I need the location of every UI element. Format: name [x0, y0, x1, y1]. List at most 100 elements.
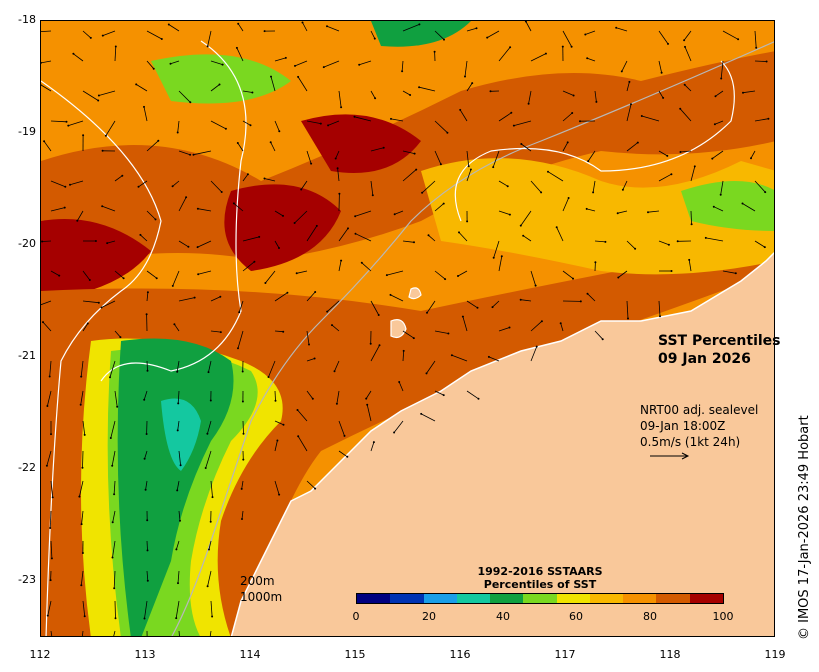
current-arrow — [338, 228, 349, 242]
x-tick-label: 112 — [29, 648, 51, 661]
current-arrow — [498, 47, 511, 62]
current-arrow-head — [211, 615, 214, 618]
current-arrow — [647, 210, 660, 213]
current-arrow-head — [519, 224, 522, 227]
current-arrow — [76, 210, 84, 222]
current-arrow — [177, 120, 180, 133]
current-arrow — [294, 60, 308, 67]
current-arrow — [421, 180, 436, 194]
current-arrow-head — [41, 240, 44, 243]
x-tick-label: 118 — [659, 648, 681, 661]
current-arrow — [98, 90, 116, 96]
current-arrow — [113, 480, 116, 495]
current-arrow — [428, 234, 436, 242]
current-arrow — [198, 270, 212, 275]
y-tick-label: -22 — [18, 461, 36, 474]
current-arrow-head — [206, 585, 209, 588]
current-arrow-head — [420, 412, 423, 415]
current-arrow-head — [67, 124, 70, 127]
current-arrow-head — [336, 167, 339, 170]
current-arrow — [370, 180, 374, 196]
current-source: NRT00 adj. sealevel — [640, 403, 759, 417]
current-arrow-head — [647, 211, 649, 214]
current-arrow-head — [206, 45, 209, 48]
current-arrow-head — [561, 45, 564, 48]
current-arrow-head — [173, 323, 176, 326]
current-arrow — [334, 360, 340, 372]
current-arrow — [274, 420, 284, 426]
current-arrow — [365, 390, 372, 399]
current-arrow — [73, 53, 84, 62]
current-arrow — [193, 150, 212, 156]
current-arrow — [143, 390, 148, 400]
current-arrow — [80, 390, 84, 405]
current-arrow-head — [475, 27, 478, 30]
current-arrow-head — [242, 432, 245, 435]
current-arrow-head — [476, 306, 479, 309]
current-arrow-head — [559, 322, 562, 325]
current-arrow — [742, 90, 756, 94]
current-arrow — [144, 600, 148, 619]
current-arrow-head — [241, 370, 244, 373]
current-arrow — [690, 166, 696, 182]
current-arrow — [754, 30, 757, 48]
current-arrow — [41, 84, 52, 92]
current-arrow-head — [258, 235, 261, 238]
y-tick-label: -18 — [18, 13, 36, 26]
current-arrow-head — [219, 331, 222, 334]
current-arrow-head — [65, 120, 68, 123]
current-arrow — [236, 47, 244, 62]
current-arrow-head — [310, 162, 313, 165]
title-date: 09 Jan 2026 — [658, 351, 751, 367]
current-arrow — [43, 141, 52, 152]
current-arrow — [327, 120, 340, 126]
current-arrow-head — [467, 165, 470, 168]
current-arrow-head — [447, 332, 450, 335]
current-arrow-head — [139, 233, 142, 236]
map-panel[interactable] — [40, 20, 775, 637]
current-arrow-head — [179, 464, 182, 467]
current-arrow-head — [418, 23, 421, 26]
current-arrow-head — [458, 231, 460, 234]
current-arrow — [398, 381, 404, 392]
current-arrow — [210, 180, 222, 193]
current-arrow-head — [676, 240, 679, 243]
current-arrow-head — [240, 487, 243, 490]
current-arrow — [390, 118, 404, 122]
current-arrow-head — [270, 75, 272, 78]
current-arrow — [274, 440, 278, 452]
y-tick-label: -19 — [18, 125, 36, 138]
current-arrow-head — [763, 246, 766, 249]
current-arrow-head — [207, 371, 210, 374]
current-arrow — [178, 630, 180, 636]
current-arrow-head — [282, 423, 285, 426]
current-arrow — [210, 60, 223, 65]
current-arrow — [297, 436, 308, 452]
current-arrow-head — [464, 75, 466, 78]
current-arrow — [402, 240, 415, 243]
current-arrow-head — [667, 42, 669, 45]
current-arrow — [562, 197, 569, 212]
current-arrow-head — [175, 548, 178, 551]
current-arrow — [492, 150, 500, 168]
current-arrow-head — [109, 437, 112, 439]
current-arrow — [270, 76, 276, 92]
current-arrow — [265, 270, 276, 284]
current-arrow-head — [241, 400, 244, 403]
current-arrow — [355, 233, 372, 242]
current-arrow-head — [83, 433, 86, 436]
current-arrow — [323, 60, 340, 68]
current-arrow-head — [492, 166, 495, 169]
current-arrow-head — [413, 152, 416, 155]
current-arrow — [562, 30, 572, 47]
current-arrow-head — [466, 220, 469, 223]
current-arrow-head — [76, 219, 79, 222]
isobath-label-1000: 1000m — [240, 590, 283, 604]
current-arrow-head — [220, 191, 223, 193]
current-arrow-head — [720, 77, 723, 80]
current-arrow — [114, 330, 121, 338]
current-arrow-head — [155, 277, 158, 280]
current-arrow-head — [300, 188, 303, 191]
current-arrow — [146, 270, 157, 279]
current-arrow-head — [444, 278, 447, 281]
